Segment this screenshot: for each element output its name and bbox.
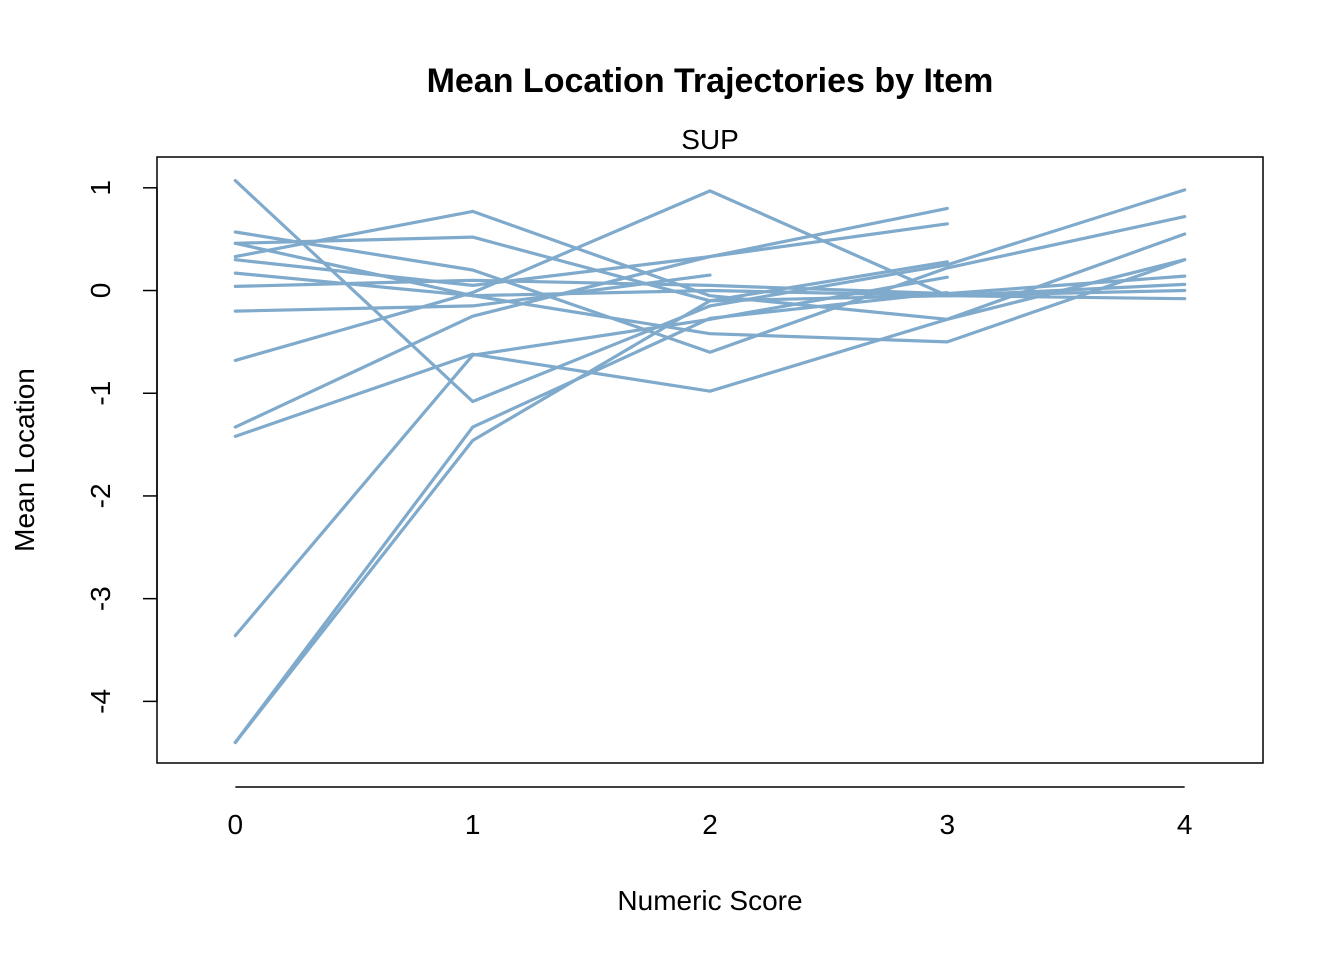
- plot-area-frame: [156, 156, 1264, 764]
- series-line-1: [233, 179, 1187, 404]
- x-axis-label: Numeric Score: [617, 885, 802, 916]
- y-tick-label: -3: [85, 586, 116, 611]
- y-tick-label: -2: [85, 483, 116, 508]
- series-line-15: [233, 260, 949, 745]
- x-axis: 0 1 2 3 4: [228, 786, 1193, 840]
- series-line-14: [233, 291, 949, 745]
- series-line-10: [233, 189, 1187, 362]
- series-line-11: [233, 222, 949, 429]
- series-layer: [233, 179, 1187, 745]
- series-line-6: [233, 241, 1187, 344]
- y-tick-label: -4: [85, 689, 116, 714]
- chart-subtitle: SUP: [681, 124, 739, 155]
- series-line-12: [233, 258, 1187, 438]
- y-tick-label: 1: [85, 180, 116, 196]
- y-tick-label: 0: [85, 283, 116, 299]
- series-line-4: [233, 209, 1187, 321]
- x-tick-label: 3: [940, 809, 956, 840]
- y-axis-label: Mean Location: [9, 368, 40, 552]
- x-tick-label: 4: [1177, 809, 1193, 840]
- chart-title: Mean Location Trajectories by Item: [427, 62, 994, 100]
- series-line-7: [233, 271, 1187, 298]
- series-line-2: [233, 215, 1187, 354]
- y-tick-label: -1: [85, 381, 116, 406]
- series-line-8: [233, 274, 1187, 296]
- x-tick-label: 2: [702, 809, 718, 840]
- y-axis: -4 -3 -2 -1 0 1: [85, 180, 158, 714]
- series-line-5: [233, 206, 949, 287]
- x-tick-label: 0: [228, 809, 244, 840]
- series-line-9: [233, 273, 712, 313]
- x-tick-label: 1: [465, 809, 481, 840]
- series-line-13: [233, 275, 949, 638]
